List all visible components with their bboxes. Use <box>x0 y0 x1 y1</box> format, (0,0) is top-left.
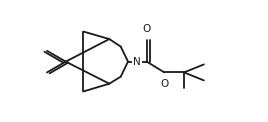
Text: N: N <box>133 57 140 67</box>
Text: O: O <box>143 24 151 34</box>
Text: O: O <box>160 79 169 89</box>
